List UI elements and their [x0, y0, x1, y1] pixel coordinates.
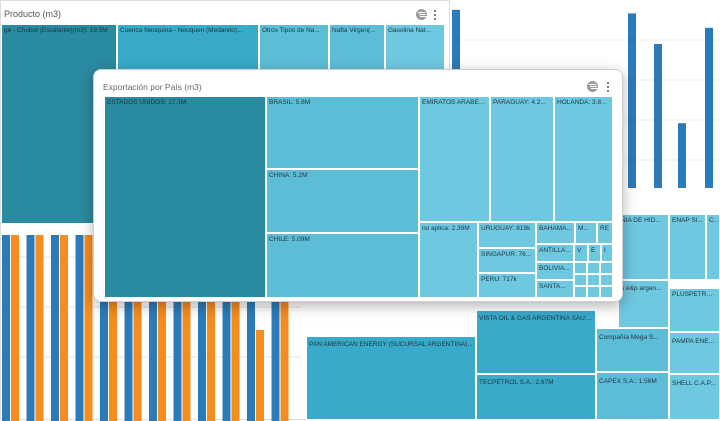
- treemap-cell[interactable]: SANTA...: [536, 280, 574, 298]
- treemap-cell-small[interactable]: [600, 274, 613, 286]
- treemap-cell[interactable]: PERU: 717k: [478, 273, 536, 298]
- filter-icon[interactable]: [587, 81, 598, 92]
- treemap-cell[interactable]: ANTILLA...: [536, 244, 574, 262]
- bar: [100, 235, 108, 421]
- filter-icon[interactable]: [416, 9, 427, 20]
- bar: [60, 235, 68, 421]
- more-options-icon[interactable]: [434, 9, 438, 21]
- bar: [35, 235, 44, 421]
- treemap-cell[interactable]: ESTADOS UNIDOS: 17.1M: [104, 96, 266, 298]
- treemap-cell[interactable]: BAHAMA...: [536, 222, 575, 244]
- treemap-cell[interactable]: CO...: [706, 214, 720, 280]
- bar: [182, 235, 191, 421]
- bar: [11, 235, 19, 421]
- treemap-cell-small[interactable]: [600, 262, 613, 274]
- treemap-cell[interactable]: BRASIL: 5.8M: [266, 96, 419, 169]
- bar: [198, 235, 206, 421]
- treemap-cell[interactable]: EMIRATOS ARABES...: [419, 96, 490, 222]
- bar: [158, 235, 166, 421]
- treemap-cell-small[interactable]: [574, 262, 587, 274]
- bar: [271, 235, 280, 421]
- export-treemap: ESTADOS UNIDOS: 17.1M BRASIL: 5.8M CHINA…: [104, 96, 613, 298]
- export-panel: Exportación por País (m3) ESTADOS UNIDOS…: [93, 69, 623, 302]
- treemap-cell-small[interactable]: [574, 274, 587, 286]
- more-options-icon[interactable]: [607, 81, 611, 93]
- treemap-cell[interactable]: CHILE: 5.09M: [266, 233, 419, 298]
- export-panel-title: Exportación por País (m3): [103, 82, 202, 92]
- treemap-cell[interactable]: TECPETROL S.A.: 2.67M: [476, 374, 596, 420]
- bar: [280, 235, 289, 421]
- bar: [222, 235, 231, 421]
- treemap-cell[interactable]: M...: [575, 222, 597, 244]
- treemap-cell[interactable]: SHELL C.A.P...: [669, 374, 720, 420]
- bar: [2, 235, 10, 421]
- bar: [628, 13, 636, 189]
- bar: [247, 235, 255, 421]
- treemap-cell[interactable]: URUGUAY: 819k: [478, 222, 536, 248]
- treemap-cell[interactable]: CHINA: 5.2M: [266, 169, 419, 233]
- treemap-cell-small[interactable]: [574, 286, 587, 298]
- treemap-cell-small[interactable]: [600, 286, 613, 298]
- treemap-cell[interactable]: PLUSPETROL ...: [669, 288, 720, 332]
- treemap-cell[interactable]: HOLANDA: 3.8...: [554, 96, 613, 222]
- bar: [26, 235, 35, 421]
- treemap-cell[interactable]: PAMPA ENER...: [669, 332, 720, 374]
- treemap-cell[interactable]: PAN AMERICAN ENERGY (SUCURSAL ARGENTINA)…: [306, 336, 476, 420]
- bar: [705, 27, 713, 188]
- treemap-cell-small[interactable]: [587, 262, 600, 274]
- bar: [231, 235, 240, 421]
- bar: [256, 329, 264, 421]
- treemap-cell[interactable]: RE: [597, 222, 613, 244]
- treemap-cell[interactable]: ENAP SI...: [669, 214, 706, 280]
- grouped-bar-chart: [1, 235, 301, 421]
- bar: [75, 235, 84, 421]
- treemap-cell-small[interactable]: [587, 274, 600, 286]
- treemap-cell[interactable]: SINGAPUR: 76...: [478, 248, 536, 273]
- bar: [207, 235, 215, 421]
- bar: [109, 240, 117, 421]
- treemap-cell[interactable]: I: [601, 244, 613, 262]
- treemap-cell[interactable]: VISTA OIL & GAS ARGENTINA SAU:...: [476, 310, 596, 374]
- treemap-cell[interactable]: ÑIA DE HID...: [618, 214, 669, 280]
- bar: [654, 44, 662, 188]
- bar: [173, 235, 182, 421]
- bar: [149, 235, 157, 421]
- bar: [124, 235, 133, 421]
- producto-title: Producto (m3): [4, 9, 62, 19]
- bar: [84, 235, 93, 421]
- treemap-cell[interactable]: CAPEX S.A.: 1.56M: [596, 372, 669, 420]
- bar: [51, 235, 59, 421]
- treemap-cell[interactable]: Compañía Mega S...: [596, 328, 669, 372]
- treemap-cell[interactable]: PARAGUAY: 4.2...: [490, 96, 554, 222]
- treemap-cell[interactable]: BOLIVIA...: [536, 262, 574, 280]
- bar: [678, 123, 686, 188]
- treemap-cell[interactable]: E: [588, 244, 601, 262]
- treemap-cell[interactable]: V: [574, 244, 588, 262]
- treemap-cell[interactable]: s e&p argen...: [618, 280, 669, 328]
- bar: [133, 235, 142, 421]
- treemap-cell[interactable]: no aplica: 2.39M: [419, 222, 478, 298]
- treemap-cell-small[interactable]: [587, 286, 600, 298]
